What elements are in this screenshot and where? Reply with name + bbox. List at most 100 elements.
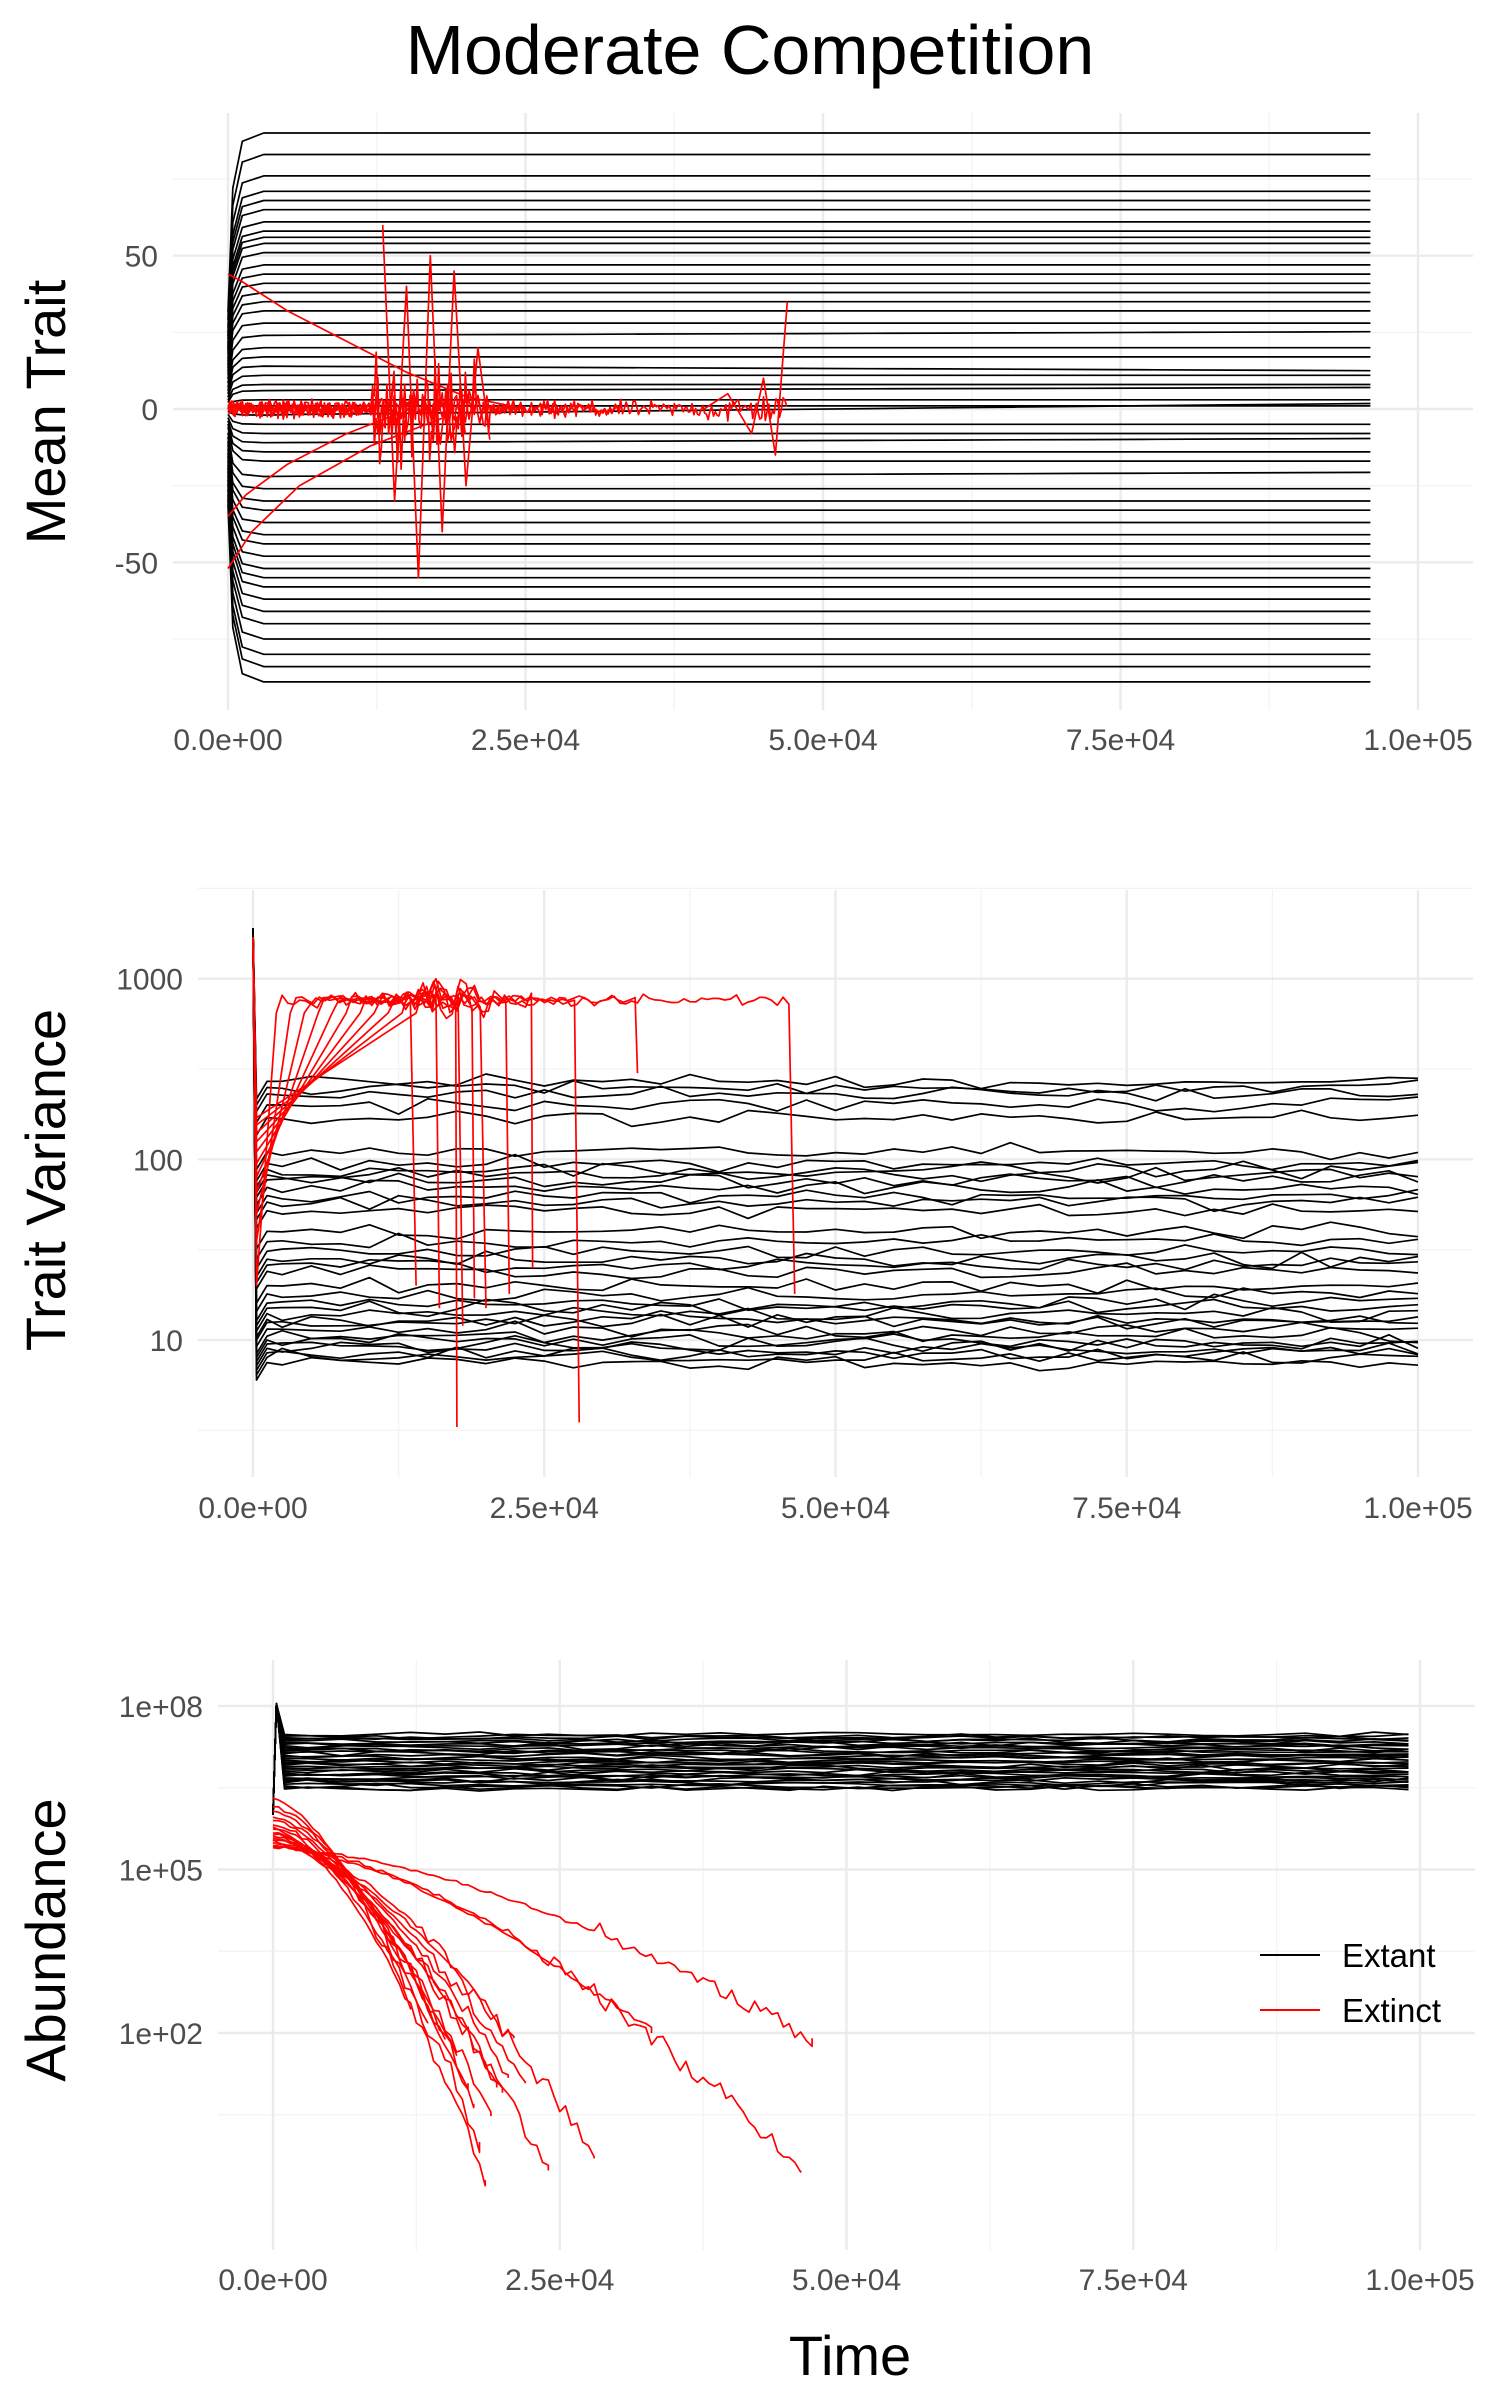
extant-variance-line (252, 928, 1419, 1372)
extant-variance-line (252, 928, 1419, 1182)
x-tick-label: 5.0e+04 (792, 2264, 901, 2297)
extant-variance-line (252, 928, 1419, 1338)
x-tick-label: 2.5e+04 (471, 724, 580, 757)
extant-abundance-line (272, 1702, 1409, 1816)
legend-label-extant: Extant (1342, 1937, 1436, 1974)
extant-trait-line (227, 365, 1371, 395)
figure-title: Moderate Competition (406, 11, 1095, 89)
x-tick-label: 2.5e+04 (505, 2264, 614, 2297)
extant-variance-line (252, 928, 1419, 1261)
extant-trait-line (227, 330, 1371, 384)
extant-trait-line (227, 402, 1371, 416)
y-tick-label: 50 (125, 241, 158, 274)
extant-trait-line (227, 413, 1371, 426)
extant-trait-line (227, 242, 1371, 352)
y-axis-label-abundance: Abundance (14, 1798, 77, 2081)
extant-abundance-line (272, 1702, 1409, 1816)
extant-trait-line (227, 448, 1371, 524)
extant-variance-line (252, 928, 1419, 1270)
extant-variance-line (252, 928, 1419, 1278)
extant-trait-line (227, 282, 1371, 366)
extant-trait-line (227, 346, 1371, 388)
y-tick-label: 100 (133, 1144, 183, 1177)
extinct-trait-line (227, 359, 467, 471)
extant-trait-line (227, 417, 1371, 435)
extant-trait-line (227, 436, 1371, 490)
extant-trait-line (227, 489, 1371, 640)
panel-abundance: 0.0e+00 2.5e+04 5.0e+04 7.5e+04 1.0e+05 1e+02… (119, 1660, 1475, 2297)
extant-variance-line (252, 928, 1419, 1367)
extinct-abundance-line (272, 1842, 550, 2171)
extant-variance-line (252, 928, 1419, 1206)
extinct-abundance-line (272, 1843, 596, 2159)
extant-abundance-line (272, 1702, 1409, 1816)
grid (198, 887, 1473, 1477)
y-tick-label: 1e+08 (119, 1691, 203, 1724)
extant-trait-line (227, 467, 1371, 579)
y-tick-label: 10 (150, 1325, 183, 1358)
extinct-trait-line (227, 414, 395, 517)
extant-trait-line (227, 291, 1371, 369)
x-tick-label: 1.0e+05 (1365, 2264, 1474, 2297)
legend: Extant Extinct (1260, 1937, 1441, 2029)
extant-trait-line (227, 471, 1371, 588)
extant-trait-line (227, 420, 1371, 444)
extant-trait-line (227, 423, 1371, 453)
extant-trait-line (227, 230, 1371, 347)
extant-trait-line (227, 356, 1371, 391)
extinct-trait-spike (703, 301, 789, 456)
extant-variance-line (252, 928, 1419, 1250)
x-tick-label: 0.0e+00 (218, 2264, 327, 2297)
extant-trait-line (227, 190, 1371, 333)
extant-trait-line (227, 499, 1371, 668)
extant-variance-line (252, 928, 1419, 1341)
extant-trait-line (227, 221, 1371, 344)
extinct-trait-line (227, 417, 443, 569)
extant-variance-line (252, 928, 1419, 1322)
x-tick-label: 1.0e+05 (1363, 724, 1472, 757)
x-tick-label: 7.5e+04 (1079, 2264, 1188, 2297)
extant-trait-line (227, 251, 1371, 355)
panel-mean-trait: 0.0e+00 2.5e+04 5.0e+04 7.5e+04 1.0e+05 -50 0 5… (115, 113, 1473, 757)
extant-variance-line (252, 928, 1419, 1124)
extinct-trait-line (227, 393, 788, 423)
series-group (252, 928, 1419, 1428)
extinct-abundance-line (272, 1845, 813, 2048)
extant-trait-line (227, 479, 1371, 613)
extant-variance-line (252, 928, 1419, 1113)
x-tick-label: 7.5e+04 (1066, 724, 1175, 757)
extant-variance-line (252, 928, 1419, 1199)
y-tick-label: -50 (115, 547, 158, 580)
extinct-variance-line (252, 937, 796, 1294)
extinct-abundance-line (272, 1838, 527, 2084)
extant-trait-line (227, 383, 1371, 401)
extant-variance-line (252, 928, 1419, 1355)
y-axis-label-trait-variance: Trait Variance (14, 1009, 77, 1351)
extant-trait-line (227, 236, 1371, 349)
extant-trait-line (227, 273, 1371, 362)
extant-variance-line (252, 928, 1419, 1284)
extant-variance-line (252, 928, 1419, 1313)
extant-variance-line (252, 928, 1419, 1290)
x-tick-label: 1.0e+05 (1363, 1492, 1472, 1525)
extant-variance-line (252, 928, 1419, 1194)
extant-variance-line (252, 928, 1419, 1171)
y-tick-label: 1000 (116, 964, 183, 997)
extant-trait-line (227, 441, 1371, 502)
extant-abundance-line (272, 1702, 1409, 1816)
extant-variance-line (252, 928, 1419, 1348)
extant-trait-line (227, 452, 1371, 536)
extant-abundance-line (272, 1702, 1409, 1816)
extant-abundance-line (272, 1702, 1409, 1816)
extant-trait-line (227, 300, 1371, 372)
extant-variance-line (252, 928, 1419, 1363)
extant-abundance-line (272, 1702, 1409, 1816)
extinct-abundance-line (272, 1816, 458, 2056)
extant-abundance-line (272, 1702, 1409, 1816)
extinct-abundance-line (272, 1824, 475, 2109)
series-group (227, 132, 1371, 683)
extant-trait-line (227, 460, 1371, 558)
extant-trait-line (227, 264, 1371, 359)
extant-trait-line (227, 374, 1371, 398)
